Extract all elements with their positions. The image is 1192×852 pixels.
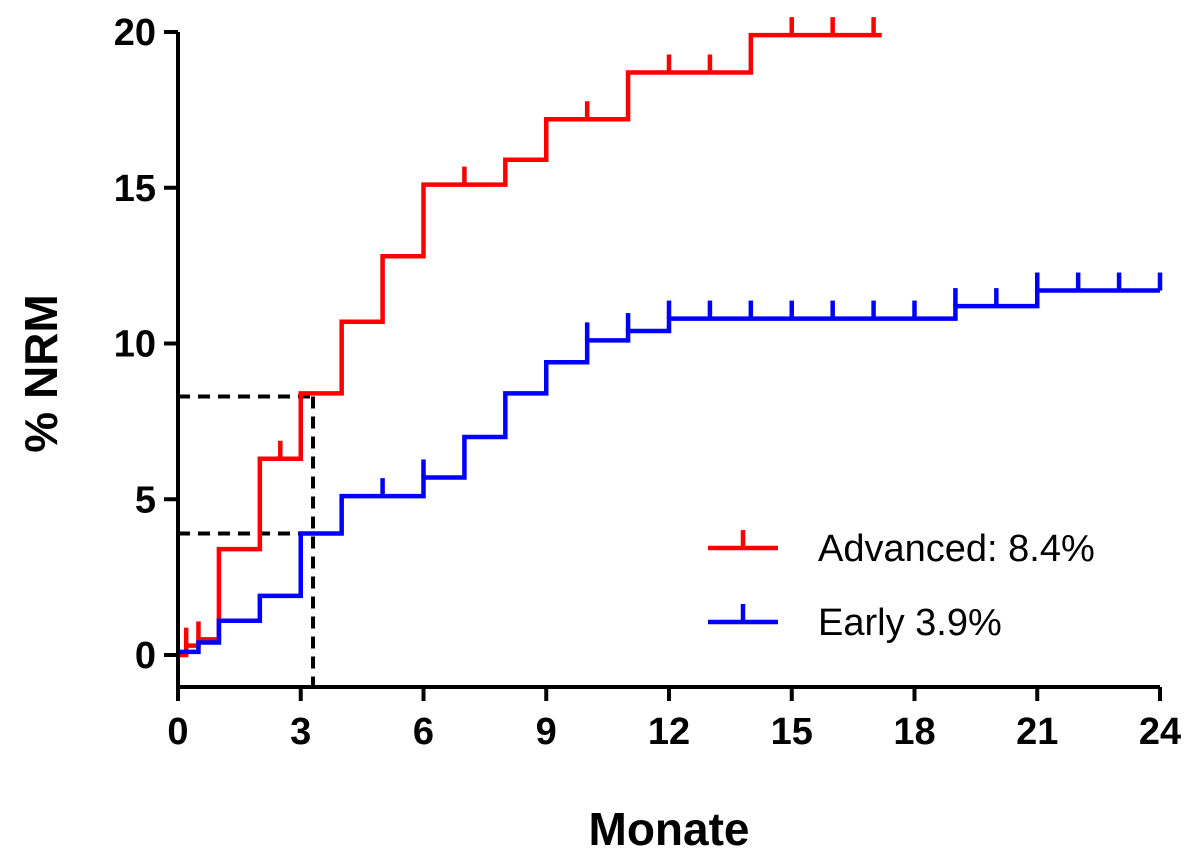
reference-lines xyxy=(178,394,316,687)
series-line-0 xyxy=(178,32,882,658)
x-tick-label: 24 xyxy=(1139,711,1181,753)
legend: Advanced: 8.4% Early 3.9% xyxy=(708,528,1095,644)
legend-item-advanced: Advanced: 8.4% xyxy=(708,528,1095,570)
legend-label-early: Early 3.9% xyxy=(818,602,1002,644)
x-tick-label: 9 xyxy=(536,711,557,753)
y-tick-label: 15 xyxy=(114,168,156,210)
x-tick-label: 6 xyxy=(413,711,434,753)
series-line-1 xyxy=(178,288,1160,655)
x-tick-label: 18 xyxy=(893,711,935,753)
y-tick-label: 20 xyxy=(114,12,156,54)
y-axis-title: % NRM xyxy=(15,294,67,452)
x-tick-label: 12 xyxy=(648,711,690,753)
y-tick-label: 5 xyxy=(135,479,156,521)
legend-label-advanced: Advanced: 8.4% xyxy=(818,528,1095,570)
x-tick-label: 21 xyxy=(1016,711,1058,753)
x-axis-title: Monate xyxy=(589,803,750,852)
y-tick-label: 0 xyxy=(135,635,156,677)
x-tick-label: 3 xyxy=(290,711,311,753)
x-tick-label: 0 xyxy=(167,711,188,753)
x-tick-label: 15 xyxy=(771,711,813,753)
series-lines xyxy=(178,17,1163,658)
x-axis: 0 3 6 9 12 15 18 21 24 xyxy=(167,685,1181,753)
legend-item-early: Early 3.9% xyxy=(708,602,1002,644)
y-axis: 0 5 10 15 20 xyxy=(114,12,180,687)
y-tick-label: 10 xyxy=(114,324,156,366)
